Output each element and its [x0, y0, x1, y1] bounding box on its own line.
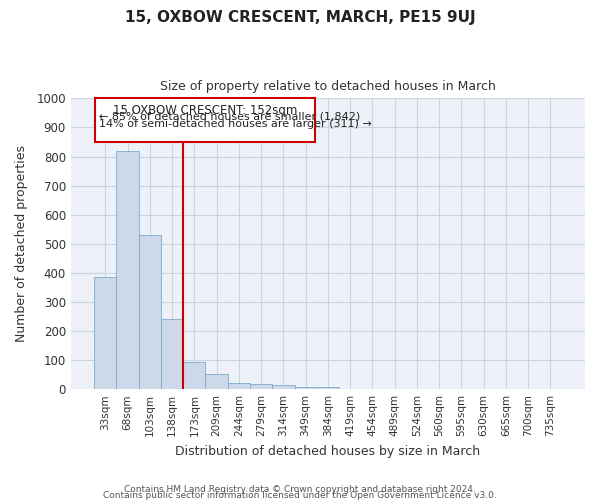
Bar [205, 374, 228, 389]
Title: Size of property relative to detached houses in March: Size of property relative to detached ho… [160, 80, 496, 93]
Bar [295, 386, 317, 389]
Text: 14% of semi-detached houses are larger (311) →: 14% of semi-detached houses are larger (… [98, 118, 371, 128]
Bar [94, 277, 116, 389]
Text: ← 85% of detached houses are smaller (1,842): ← 85% of detached houses are smaller (1,… [98, 112, 360, 122]
Text: Contains public sector information licensed under the Open Government Licence v3: Contains public sector information licen… [103, 490, 497, 500]
Text: Contains HM Land Registry data © Crown copyright and database right 2024.: Contains HM Land Registry data © Crown c… [124, 485, 476, 494]
Y-axis label: Number of detached properties: Number of detached properties [15, 146, 28, 342]
Text: 15 OXBOW CRESCENT: 152sqm: 15 OXBOW CRESCENT: 152sqm [113, 104, 297, 117]
Bar [183, 362, 205, 389]
X-axis label: Distribution of detached houses by size in March: Distribution of detached houses by size … [175, 444, 481, 458]
FancyBboxPatch shape [95, 98, 314, 142]
Bar [161, 319, 183, 389]
Bar [228, 383, 250, 389]
Text: 15, OXBOW CRESCENT, MARCH, PE15 9UJ: 15, OXBOW CRESCENT, MARCH, PE15 9UJ [125, 10, 475, 25]
Bar [250, 384, 272, 389]
Bar [116, 150, 139, 389]
Bar [139, 235, 161, 389]
Bar [272, 386, 295, 389]
Bar [317, 387, 339, 389]
